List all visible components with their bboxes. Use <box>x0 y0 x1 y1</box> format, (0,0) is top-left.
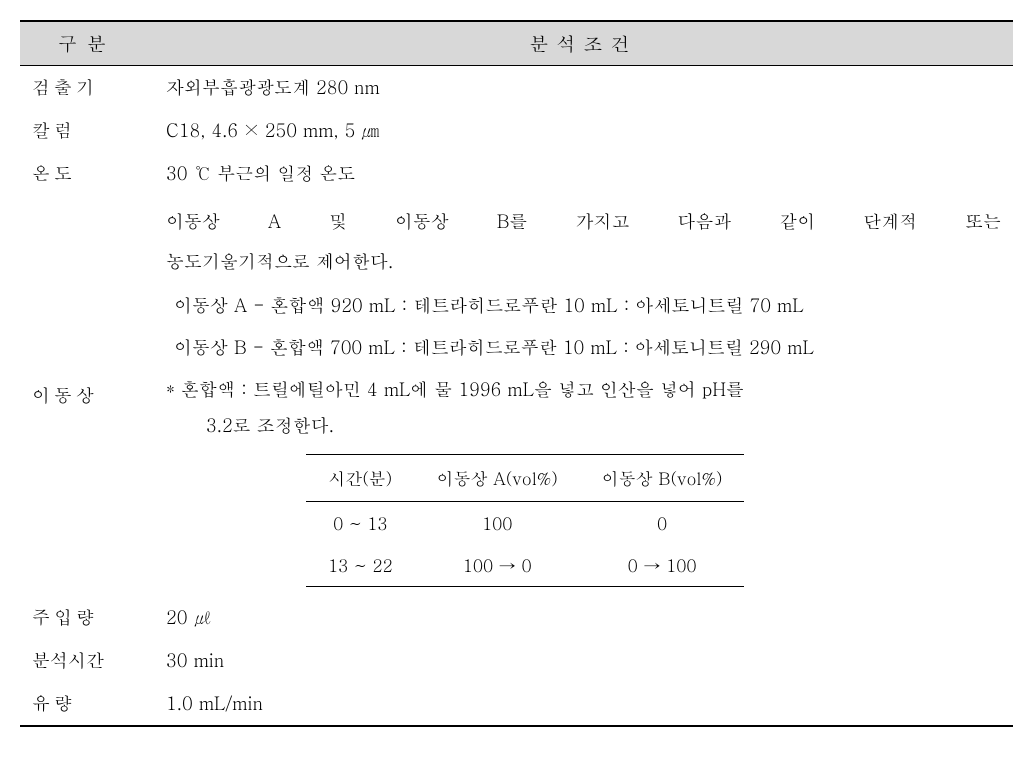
header-category: 구분 <box>20 21 154 66</box>
mobile-note-line1: * 혼합액 : 트릴에틸아민 4 mL에 물 1996 mL을 넣고 인산을 넣… <box>166 372 1001 408</box>
row-injection: 주입량 20 ㎕ <box>20 596 1013 639</box>
analysis-conditions-table: 구분 분석조건 검출기 자외부흡광광도계 280 nm 칼럼 C18, 4.6 … <box>20 20 1013 727</box>
label-detector: 검출기 <box>20 66 154 110</box>
label-column: 칼럼 <box>20 109 154 152</box>
header-conditions: 분석조건 <box>154 21 1013 66</box>
mobile-note-line2: 3.2로 조정한다. <box>166 408 1001 444</box>
label-injection: 주입량 <box>20 596 154 639</box>
label-analysis-time: 분석시간 <box>20 639 154 682</box>
value-mobile-phase: 이동상 A 및 이동상 B를 가지고 다음과 같이 단계적 또는 농도기울기적으… <box>154 195 1013 596</box>
mobile-intro-line2: 농도기울기적으로 제어한다. <box>166 244 1001 280</box>
value-detector: 자외부흡광광도계 280 nm <box>154 66 1013 110</box>
gradient-a: 100 <box>415 502 580 545</box>
gradient-row: 13 ~ 22 100 → 0 0 → 100 <box>306 544 744 587</box>
gradient-b: 0 <box>580 502 745 545</box>
gradient-a: 100 → 0 <box>415 544 580 587</box>
value-column: C18, 4.6 × 250 mm, 5 ㎛ <box>154 109 1013 152</box>
gradient-time: 0 ~ 13 <box>306 502 415 545</box>
mobile-phase-b: 이동상 B - 혼합액 700 mL : 테트라히드로푸란 10 mL : 아세… <box>166 330 1001 366</box>
row-temperature: 온도 30 ℃ 부근의 일정 온도 <box>20 152 1013 195</box>
mobile-phase-a: 이동상 A - 혼합액 920 mL : 테트라히드로푸란 10 mL : 아세… <box>166 288 1001 324</box>
value-temperature: 30 ℃ 부근의 일정 온도 <box>154 152 1013 195</box>
gradient-time: 13 ~ 22 <box>306 544 415 587</box>
mobile-intro-line1: 이동상 A 및 이동상 B를 가지고 다음과 같이 단계적 또는 <box>166 204 1001 240</box>
gradient-header-time: 시간(분) <box>306 455 415 502</box>
gradient-header-row: 시간(분) 이동상 A(vol%) 이동상 B(vol%) <box>306 455 744 502</box>
label-mobile-phase: 이동상 <box>20 195 154 596</box>
gradient-row: 0 ~ 13 100 0 <box>306 502 744 545</box>
row-flow: 유량 1.0 mL/min <box>20 682 1013 726</box>
table-header-row: 구분 분석조건 <box>20 21 1013 66</box>
row-analysis-time: 분석시간 30 min <box>20 639 1013 682</box>
value-flow: 1.0 mL/min <box>154 682 1013 726</box>
gradient-b: 0 → 100 <box>580 544 745 587</box>
gradient-table-wrap: 시간(분) 이동상 A(vol%) 이동상 B(vol%) 0 ~ 13 100… <box>306 454 1001 587</box>
gradient-table: 시간(분) 이동상 A(vol%) 이동상 B(vol%) 0 ~ 13 100… <box>306 454 744 587</box>
row-mobile-phase: 이동상 이동상 A 및 이동상 B를 가지고 다음과 같이 단계적 또는 농도기… <box>20 195 1013 596</box>
gradient-header-a: 이동상 A(vol%) <box>415 455 580 502</box>
label-flow: 유량 <box>20 682 154 726</box>
value-injection: 20 ㎕ <box>154 596 1013 639</box>
row-column: 칼럼 C18, 4.6 × 250 mm, 5 ㎛ <box>20 109 1013 152</box>
label-temperature: 온도 <box>20 152 154 195</box>
row-detector: 검출기 자외부흡광광도계 280 nm <box>20 66 1013 110</box>
value-analysis-time: 30 min <box>154 639 1013 682</box>
gradient-header-b: 이동상 B(vol%) <box>580 455 745 502</box>
